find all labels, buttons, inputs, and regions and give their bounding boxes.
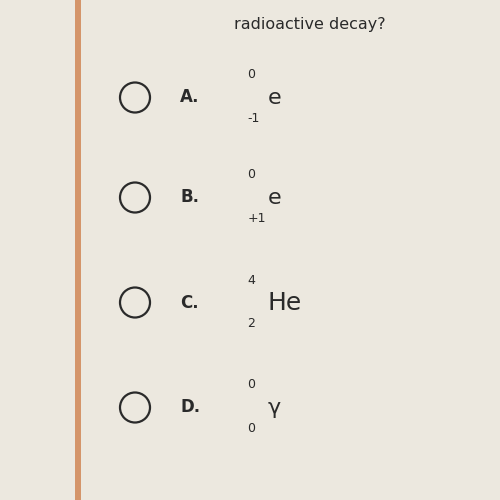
Text: 2: 2: [248, 317, 256, 330]
Bar: [74, 0, 80, 500]
Text: B.: B.: [180, 188, 199, 206]
Text: 0: 0: [248, 378, 256, 392]
Text: radioactive decay?: radioactive decay?: [234, 18, 386, 32]
Text: A.: A.: [180, 88, 200, 106]
Text: 0: 0: [248, 422, 256, 435]
Text: +1: +1: [248, 212, 266, 225]
Text: C.: C.: [180, 294, 199, 312]
Text: e: e: [268, 188, 281, 208]
Text: -1: -1: [248, 112, 260, 125]
Text: 4: 4: [248, 274, 256, 286]
Text: 0: 0: [248, 168, 256, 181]
Text: γ: γ: [268, 398, 281, 417]
Text: e: e: [268, 88, 281, 108]
Text: 0: 0: [248, 68, 256, 82]
Text: D.: D.: [180, 398, 200, 416]
Text: He: He: [268, 290, 302, 314]
